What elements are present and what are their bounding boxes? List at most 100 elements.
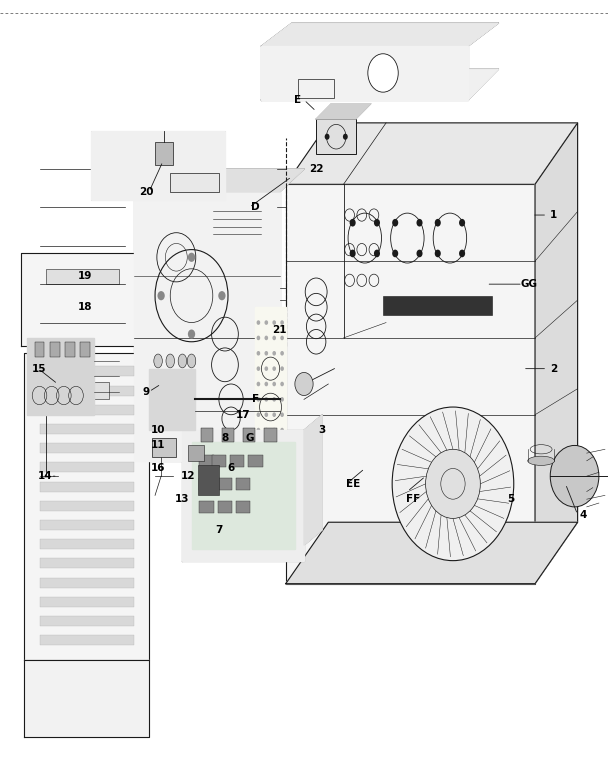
Bar xyxy=(40,635,134,645)
Bar xyxy=(198,465,219,495)
Circle shape xyxy=(416,250,423,257)
Bar xyxy=(65,342,75,357)
Circle shape xyxy=(280,366,284,371)
Text: 12: 12 xyxy=(181,471,196,482)
Circle shape xyxy=(374,219,380,227)
Circle shape xyxy=(257,351,260,356)
Circle shape xyxy=(392,250,398,257)
Text: 20: 20 xyxy=(139,187,153,197)
Text: 7: 7 xyxy=(215,525,223,535)
Bar xyxy=(218,501,232,513)
Polygon shape xyxy=(304,415,322,545)
Text: 1: 1 xyxy=(550,210,557,220)
Polygon shape xyxy=(261,69,499,100)
Circle shape xyxy=(157,291,165,300)
Bar xyxy=(40,443,134,453)
Bar xyxy=(49,382,109,399)
Circle shape xyxy=(257,366,260,371)
Bar xyxy=(40,366,134,376)
Circle shape xyxy=(272,320,276,325)
Bar xyxy=(236,478,250,490)
Bar xyxy=(50,342,60,357)
Circle shape xyxy=(264,366,268,371)
Polygon shape xyxy=(286,522,578,584)
Bar xyxy=(199,455,214,467)
Circle shape xyxy=(350,219,356,227)
Bar xyxy=(201,428,213,442)
Circle shape xyxy=(188,253,195,262)
Circle shape xyxy=(374,250,380,257)
Circle shape xyxy=(280,428,284,432)
Circle shape xyxy=(435,219,441,227)
Bar xyxy=(264,428,277,442)
Text: 11: 11 xyxy=(151,440,165,451)
Circle shape xyxy=(416,219,423,227)
Bar xyxy=(40,520,134,530)
Bar xyxy=(40,539,134,549)
Bar xyxy=(40,462,134,472)
Circle shape xyxy=(218,291,226,300)
Circle shape xyxy=(264,336,268,340)
Polygon shape xyxy=(24,660,149,737)
Circle shape xyxy=(272,336,276,340)
Polygon shape xyxy=(149,369,195,430)
Polygon shape xyxy=(261,23,499,46)
Circle shape xyxy=(257,320,260,325)
Text: 13: 13 xyxy=(175,494,190,505)
Polygon shape xyxy=(24,353,149,660)
Circle shape xyxy=(280,336,284,340)
Polygon shape xyxy=(255,307,286,438)
Bar xyxy=(40,578,134,588)
Text: 19: 19 xyxy=(78,271,92,282)
Text: 17: 17 xyxy=(236,409,250,420)
Circle shape xyxy=(188,329,195,339)
Text: FF: FF xyxy=(406,494,421,505)
Bar xyxy=(40,482,134,492)
Ellipse shape xyxy=(528,456,554,465)
Circle shape xyxy=(272,412,276,417)
Bar xyxy=(40,386,134,396)
Text: 15: 15 xyxy=(32,363,47,374)
Polygon shape xyxy=(21,253,143,346)
Circle shape xyxy=(280,412,284,417)
Text: 3: 3 xyxy=(319,425,326,435)
Text: 21: 21 xyxy=(272,325,287,336)
Circle shape xyxy=(264,428,268,432)
Circle shape xyxy=(272,428,276,432)
Circle shape xyxy=(392,219,398,227)
Circle shape xyxy=(272,397,276,402)
Text: 2: 2 xyxy=(550,363,557,374)
Text: 16: 16 xyxy=(151,463,165,474)
Circle shape xyxy=(280,397,284,402)
Text: 6: 6 xyxy=(227,463,235,474)
Polygon shape xyxy=(182,430,304,561)
Circle shape xyxy=(343,134,348,140)
Polygon shape xyxy=(286,123,578,184)
Circle shape xyxy=(264,320,268,325)
Polygon shape xyxy=(27,338,94,415)
Text: 8: 8 xyxy=(221,432,229,443)
Circle shape xyxy=(459,250,465,257)
Bar xyxy=(170,173,219,192)
Ellipse shape xyxy=(154,354,162,368)
Bar xyxy=(243,428,255,442)
Polygon shape xyxy=(286,184,535,584)
Text: 18: 18 xyxy=(78,302,92,313)
Circle shape xyxy=(426,449,480,518)
Text: D: D xyxy=(251,202,260,213)
Circle shape xyxy=(325,134,330,140)
Circle shape xyxy=(272,351,276,356)
Bar xyxy=(383,296,492,315)
Circle shape xyxy=(272,382,276,386)
Circle shape xyxy=(257,412,260,417)
Polygon shape xyxy=(535,123,578,584)
Circle shape xyxy=(264,397,268,402)
Bar xyxy=(218,478,232,490)
Circle shape xyxy=(257,382,260,386)
Text: G: G xyxy=(245,432,254,443)
Bar xyxy=(40,405,134,415)
Circle shape xyxy=(272,366,276,371)
Text: GG: GG xyxy=(520,279,537,290)
Circle shape xyxy=(435,250,441,257)
Ellipse shape xyxy=(187,354,196,368)
